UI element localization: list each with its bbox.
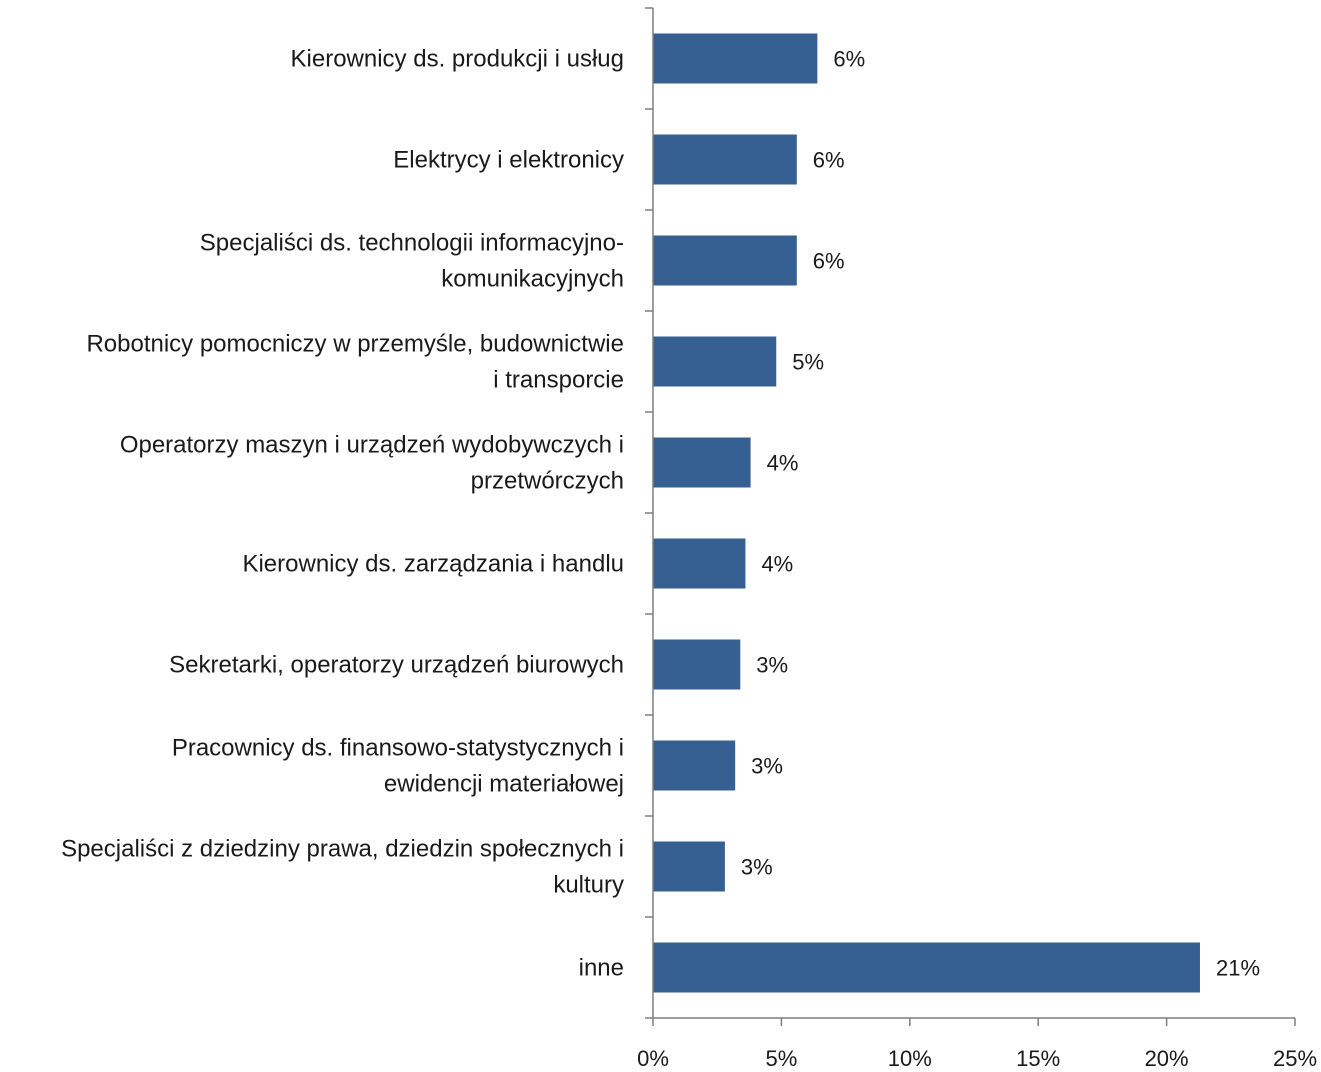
data-label: 4% — [767, 451, 799, 476]
category-label: Robotnicy pomocniczy w przemyśle, budown… — [86, 331, 624, 358]
category-label: Operatorzy maszyn i urządzeń wydobywczyc… — [120, 432, 624, 459]
data-label: 3% — [741, 855, 773, 880]
bar — [653, 33, 818, 84]
x-tick-label: 10% — [888, 1046, 932, 1071]
data-label: 6% — [813, 148, 845, 173]
x-tick-label: 0% — [637, 1046, 669, 1071]
category-label: Pracownicy ds. finansowo-statystycznych … — [172, 735, 624, 762]
x-tick-label: 25% — [1273, 1046, 1317, 1071]
bar — [653, 538, 746, 589]
bar — [653, 134, 797, 185]
category-label: inne — [579, 955, 624, 982]
bar — [653, 437, 751, 488]
data-label: 5% — [792, 350, 824, 375]
bar — [653, 841, 725, 892]
category-label: komunikacyjnych — [441, 266, 624, 293]
data-label: 3% — [756, 653, 788, 678]
data-label: 4% — [761, 552, 793, 577]
category-label: Specjaliści z dziedziny prawa, dziedzin … — [61, 836, 624, 863]
data-label: 6% — [813, 249, 845, 274]
data-label: 6% — [833, 47, 865, 72]
bar — [653, 336, 777, 387]
category-label: Kierownicy ds. zarządzania i handlu — [242, 551, 624, 578]
category-label: Kierownicy ds. produkcji i usług — [291, 46, 624, 73]
bar — [653, 639, 741, 690]
category-label: Sekretarki, operatorzy urządzeń biurowyc… — [169, 652, 624, 679]
bar — [653, 740, 736, 791]
x-tick-label: 20% — [1145, 1046, 1189, 1071]
category-label: Specjaliści ds. technologii informacyjno… — [200, 230, 624, 257]
category-label: Elektrycy i elektronicy — [393, 147, 624, 174]
category-label: kultury — [553, 872, 624, 899]
category-label: i transporcie — [493, 367, 624, 394]
x-tick-label: 5% — [766, 1046, 798, 1071]
x-tick-label: 15% — [1016, 1046, 1060, 1071]
category-label: przetwórczych — [471, 468, 624, 495]
data-label: 21% — [1216, 956, 1260, 981]
data-label: 3% — [751, 754, 783, 779]
bar — [653, 235, 797, 286]
bar — [653, 942, 1200, 993]
category-label: ewidencji materiałowej — [384, 771, 624, 798]
